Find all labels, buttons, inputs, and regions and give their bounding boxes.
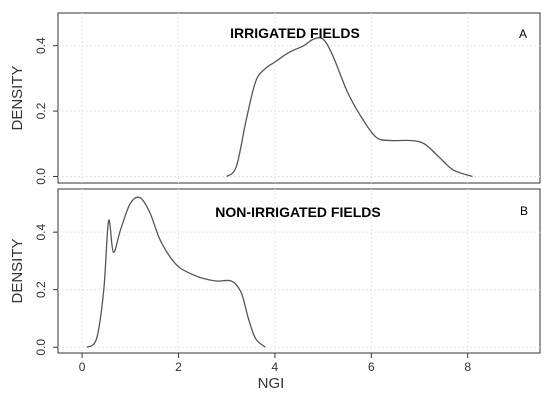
panel-b-grid bbox=[58, 189, 540, 353]
x-tick-label-0: 0 bbox=[79, 360, 86, 374]
x-tick-label-3: 6 bbox=[368, 360, 375, 374]
panel-a-ytick-label-2: 0.4 bbox=[34, 37, 48, 54]
x-tick-label-4: 8 bbox=[464, 360, 471, 374]
panel-b-frame bbox=[57, 188, 541, 354]
panel-b-ytick-label-0: 0.0 bbox=[34, 339, 48, 356]
panel-b-y-ticks: 0.0 0.2 0.4 bbox=[34, 223, 58, 356]
panel-a-y-ticks: 0.0 0.2 0.4 bbox=[34, 37, 58, 185]
panel-b-ytick-label-2: 0.4 bbox=[34, 223, 48, 240]
panel-b-ytick-label-1: 0.2 bbox=[34, 281, 48, 298]
panel-a-title: IRRIGATED FIELDS bbox=[230, 25, 360, 41]
panel-a-ytick-label-0: 0.0 bbox=[34, 168, 48, 185]
panel-b-x-ticks: 0 2 4 6 8 bbox=[79, 353, 471, 374]
panel-irrigated: 0.0 0.2 0.4 IRRIGATED FIELDS A DENSITY bbox=[9, 12, 541, 185]
panel-a-density-curve bbox=[226, 37, 473, 178]
x-tick-label-2: 4 bbox=[272, 360, 279, 374]
panel-non-irrigated: 0.0 0.2 0.4 0 2 4 6 8 NON-IRRIGATED FIELDS B D… bbox=[9, 188, 541, 392]
panel-a-frame bbox=[57, 12, 541, 184]
panel-b-density-curve bbox=[86, 196, 266, 348]
panel-a-letter: A bbox=[519, 27, 527, 41]
panel-a-ytick-label-1: 0.2 bbox=[34, 102, 48, 119]
x-tick-label-1: 2 bbox=[175, 360, 182, 374]
panel-a-y-axis-label: DENSITY bbox=[9, 65, 26, 130]
panel-a-grid bbox=[58, 13, 540, 183]
panel-b-letter: B bbox=[520, 204, 528, 218]
panel-b-y-axis-label: DENSITY bbox=[9, 238, 26, 303]
x-axis-label: NGI bbox=[258, 375, 285, 392]
panel-b-title: NON-IRRIGATED FIELDS bbox=[215, 204, 380, 220]
